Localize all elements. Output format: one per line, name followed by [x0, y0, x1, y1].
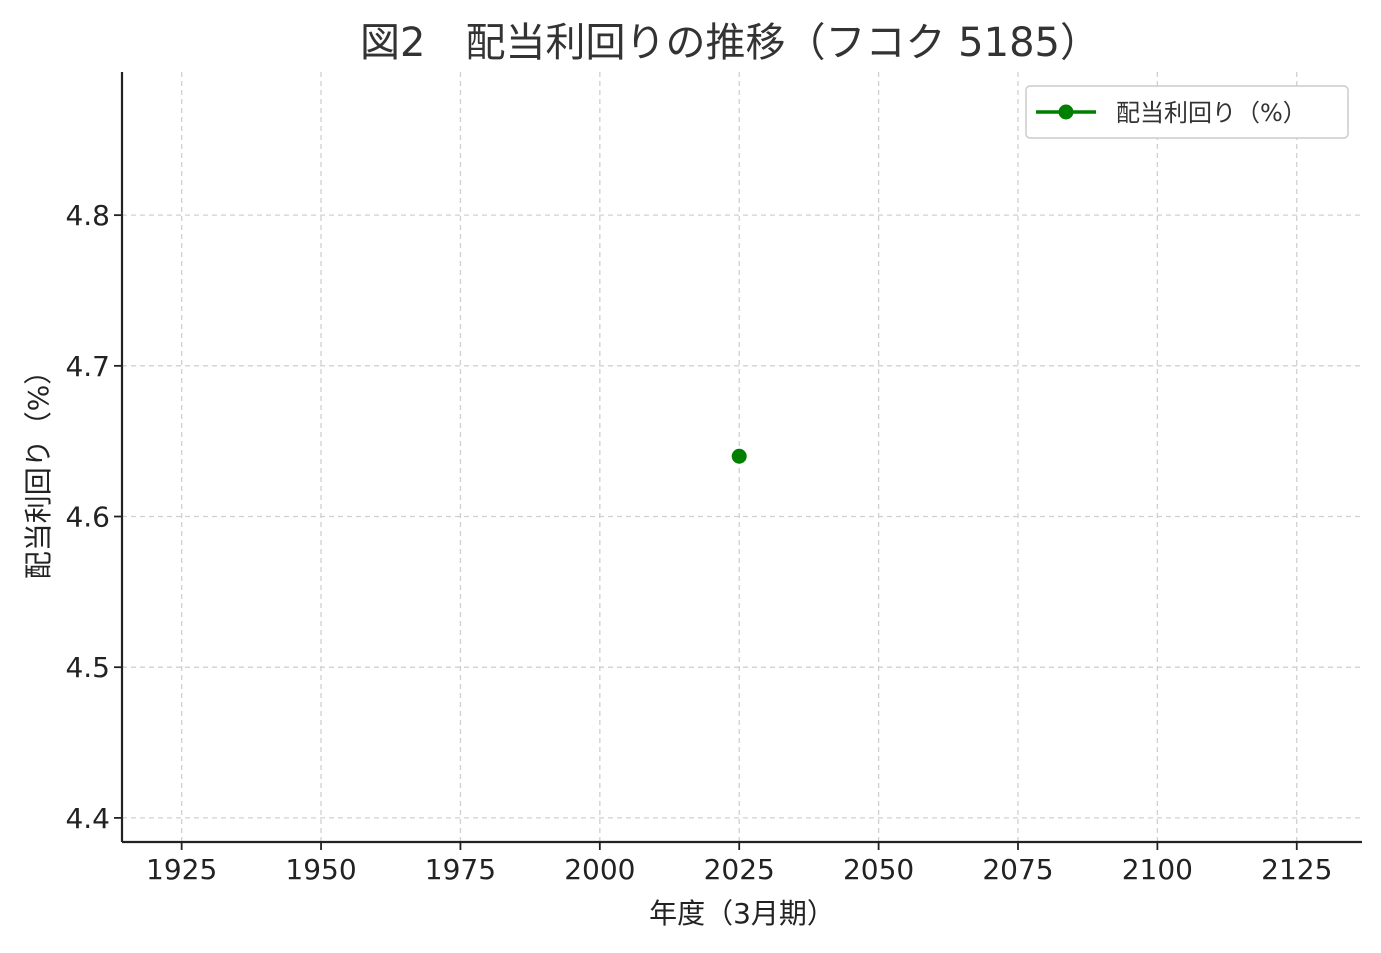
legend-box: [1025, 85, 1349, 139]
y-tick-label: 4.8: [65, 199, 110, 232]
legend-label: 配当利回り（%）: [1116, 99, 1307, 127]
x-axis-label: 年度（3月期）: [649, 897, 835, 930]
x-tick-label: 2000: [564, 853, 635, 886]
grid: [122, 72, 1362, 842]
x-tick-label: 2125: [1261, 853, 1332, 886]
x-tick-label: 2025: [704, 853, 775, 886]
x-tick-label: 1925: [146, 853, 217, 886]
y-tick-label: 4.7: [65, 350, 110, 383]
x-tick-label: 2100: [1122, 853, 1193, 886]
y-axis-label: 配当利回り（%）: [22, 357, 55, 580]
series-layer: [731, 448, 747, 464]
legend: 配当利回り（%）: [1025, 85, 1349, 139]
ticks: 1925 1950 1975 2000 2025 2050 2075 2100 2125 4.4 4…: [65, 199, 1332, 886]
y-tick-label: 4.6: [65, 501, 110, 534]
legend-marker: [1058, 104, 1074, 120]
axes: [120, 72, 1362, 844]
x-tick-label: 2050: [843, 853, 914, 886]
x-tick-label: 1975: [425, 853, 496, 886]
y-tick-label: 4.4: [65, 802, 110, 835]
x-tick-label: 2075: [982, 853, 1053, 886]
x-tick-label: 1950: [285, 853, 356, 886]
y-tick-label: 4.5: [65, 651, 110, 684]
data-point: [731, 448, 747, 464]
chart-title: 図2 配当利回りの推移（フコク 5185）: [360, 20, 1100, 66]
